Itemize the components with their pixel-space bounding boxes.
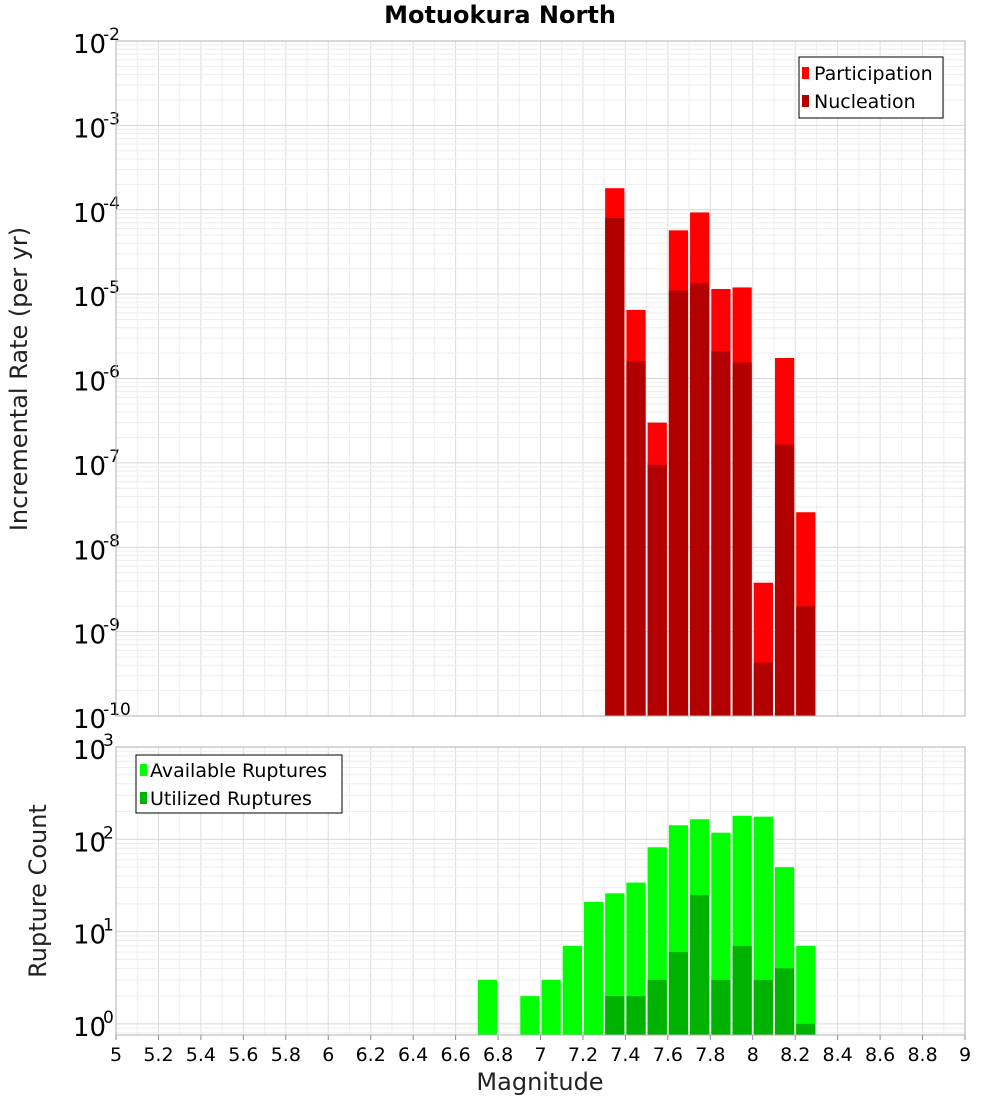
x-tick-label: 8.8 (907, 1044, 937, 1066)
bottom-y-tick-exp: 2 (103, 823, 114, 843)
x-tick-label: 7.8 (695, 1044, 725, 1066)
top-y-tick-base: 10 (73, 368, 106, 398)
top-bar-nucleation (711, 351, 731, 716)
top-bar-nucleation (690, 283, 710, 716)
bottom-bar-available-ruptures (520, 996, 540, 1035)
x-tick-label: 6.4 (398, 1044, 428, 1066)
top-y-tick-base: 10 (73, 536, 106, 566)
top-bar-nucleation (732, 362, 752, 716)
x-tick-label: 8.2 (780, 1044, 810, 1066)
top-y-tick-exp: -5 (103, 278, 120, 298)
bottom-legend: Available Ruptures Utilized Ruptures (135, 754, 343, 814)
top-grid (115, 41, 966, 717)
bottom-bar-available-ruptures (477, 979, 498, 1035)
x-tick-label: 5 (110, 1044, 122, 1066)
top-y-tick-base: 10 (73, 283, 106, 313)
x-tick-label: 7 (534, 1044, 546, 1066)
bottom-bar-utilized-ruptures (732, 945, 752, 1035)
top-y-tick-exp: -2 (103, 25, 120, 45)
top-y-tick-base: 10 (73, 621, 106, 651)
bottom-bars (477, 815, 816, 1035)
x-tick-label: 8.4 (823, 1044, 853, 1066)
top-bar-nucleation (626, 361, 646, 716)
legend-label-nucleation: Nucleation (814, 91, 916, 113)
bottom-bar-utilized-ruptures (711, 979, 731, 1035)
top-bars (605, 188, 816, 717)
top-y-tick-base: 10 (73, 114, 106, 144)
legend-swatch-utilized (140, 792, 147, 804)
top-y-tick-exp: -6 (103, 363, 120, 383)
x-axis-label: Magnitude (476, 1068, 603, 1096)
bottom-y-tick-base: 10 (73, 921, 106, 951)
bottom-y-tick-exp: 0 (103, 1008, 114, 1028)
bottom-y-tick-base: 10 (73, 736, 106, 766)
x-tick-label: 5.4 (186, 1044, 216, 1066)
top-y-tick-exp: -8 (103, 531, 120, 551)
top-y-tick-base: 10 (73, 199, 106, 229)
x-tick-label: 7.6 (653, 1044, 683, 1066)
bottom-bar-utilized-ruptures (796, 1023, 816, 1035)
bottom-y-tick-base: 10 (73, 1013, 106, 1043)
x-tick-label: 8 (747, 1044, 759, 1066)
x-tick-label: 7.2 (568, 1044, 598, 1066)
legend-label-participation: Participation (814, 63, 933, 85)
bottom-bar-available-ruptures (796, 945, 816, 1035)
top-y-tick-base: 10 (73, 705, 106, 735)
bottom-bar-utilized-ruptures (647, 979, 667, 1035)
top-bar-nucleation (796, 606, 816, 716)
bottom-bar-utilized-ruptures (668, 952, 689, 1035)
legend-swatch-participation (802, 67, 809, 79)
top-plot-border (115, 40, 966, 717)
bottom-y-tick-exp: 1 (103, 916, 114, 936)
legend-label-utilized: Utilized Ruptures (150, 788, 312, 810)
top-y-tick-exp: -7 (103, 447, 120, 467)
legend-swatch-nucleation (802, 95, 809, 107)
top-bar-nucleation (774, 444, 795, 716)
bottom-bar-utilized-ruptures (626, 996, 646, 1035)
top-y-tick-exp: -9 (103, 616, 120, 636)
x-tick-label: 6.6 (440, 1044, 470, 1066)
x-tick-label: 5.2 (143, 1044, 173, 1066)
legend-label-available: Available Ruptures (150, 760, 327, 782)
x-tick-label: 6.2 (356, 1044, 386, 1066)
x-tick-label: 5.8 (271, 1044, 301, 1066)
x-tick-label: 6.8 (483, 1044, 513, 1066)
x-tick-labels: 5 5.2 5.4 5.6 5.8 6 6.2 6.4 6.6 6.8 7 7.2 7.4 7.6 7.8 8… (110, 1035, 971, 1066)
top-bar-nucleation (668, 290, 689, 716)
bottom-y-axis-label: Rupture Count (24, 804, 52, 978)
top-y-axis-label: Incremental Rate (per yr) (5, 227, 33, 531)
x-tick-label: 5.6 (228, 1044, 258, 1066)
x-tick-label: 6 (322, 1044, 334, 1066)
chart-title: Motuokura North (384, 1, 616, 29)
bottom-bar-utilized-ruptures (690, 894, 710, 1035)
top-bar-nucleation (753, 662, 773, 716)
x-tick-label: 7.4 (610, 1044, 640, 1066)
x-tick-label: 9 (959, 1044, 971, 1066)
top-y-tick-exp: -10 (103, 700, 131, 720)
bottom-y-tick-base: 10 (73, 828, 106, 858)
x-tick-label: 8.6 (865, 1044, 895, 1066)
legend-swatch-available (140, 764, 147, 776)
top-y-tick-base: 10 (73, 30, 106, 60)
top-legend-box (798, 56, 944, 119)
bottom-legend-box (135, 754, 343, 814)
bottom-plot-border (115, 746, 966, 1036)
bottom-bar-available-ruptures (541, 979, 561, 1035)
top-y-tick-exp: -4 (103, 194, 120, 214)
bottom-bar-available-ruptures (583, 901, 604, 1035)
bottom-bar-utilized-ruptures (753, 979, 773, 1035)
top-bar-nucleation (605, 217, 625, 716)
bottom-bar-available-ruptures (562, 945, 582, 1035)
bottom-y-tick-exp: 3 (103, 731, 114, 751)
top-legend: Participation Nucleation (798, 56, 944, 119)
bottom-bar-utilized-ruptures (605, 996, 625, 1035)
top-y-tick-base: 10 (73, 452, 106, 482)
top-bar-nucleation (647, 464, 667, 716)
bottom-grid (115, 747, 966, 1035)
top-y-tick-exp: -3 (103, 109, 120, 129)
bottom-bar-utilized-ruptures (774, 968, 795, 1035)
